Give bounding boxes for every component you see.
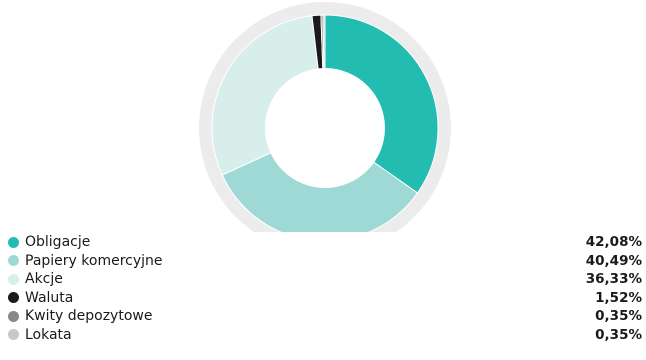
legend-value: 42,08% [585,234,642,250]
legend-swatch [8,329,19,341]
legend-label: Kwity depozytowe [25,308,153,324]
legend-label: Obligacje [25,234,91,250]
legend-label: Lokata [25,326,72,343]
legend-item: Kwity depozytowe 0,35% [8,307,642,326]
legend-value: 36,33% [585,271,642,287]
legend-item: Papiery komercyjne 40,49% [8,252,642,271]
chart-legend: Obligacje 42,08% Papiery komercyjne 40,49% A… [8,233,642,344]
legend-label: Akcje [25,271,63,287]
legend-swatch [8,255,19,267]
legend-item: Waluta 1,52% [8,289,642,308]
legend-value: 0,35% [595,326,642,343]
donut-center-hole [265,68,385,188]
legend-item: Obligacje 42,08% [8,233,642,252]
legend-swatch [8,236,19,248]
legend-item: Lokata 0,35% [8,326,642,345]
legend-item: Akcje 36,33% [8,270,642,289]
donut-chart [199,2,451,232]
legend-label: Waluta [25,289,74,306]
legend-swatch [8,273,19,285]
legend-swatch [8,292,19,304]
legend-value: 40,49% [585,252,642,269]
legend-value: 1,52% [595,289,642,306]
legend-label: Papiery komercyjne [25,252,163,269]
donut-slices [211,14,439,232]
legend-swatch [8,310,19,322]
legend-value: 0,35% [595,308,642,324]
